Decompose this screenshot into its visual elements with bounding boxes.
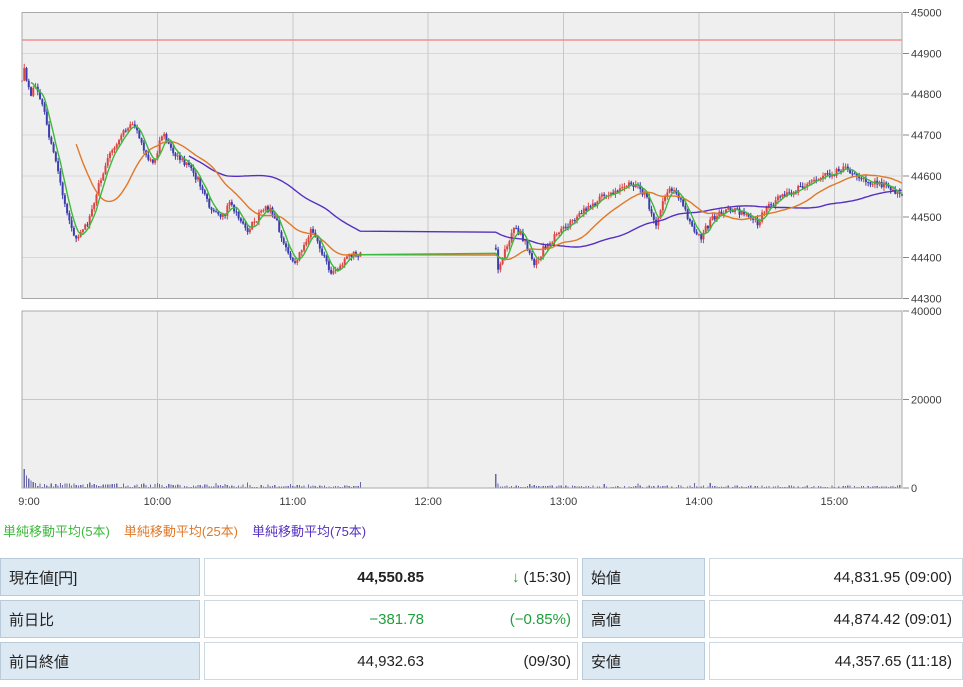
high-label: 高値 xyxy=(582,600,705,638)
quote-summary-tables: 現在値[円] 44,550.85 ↓ (15:30) 前日比 −381.78 (−… xyxy=(0,558,963,684)
table-row-low: 安値 44,357.65 (11:18) xyxy=(582,642,963,680)
high-value: 44,874.42 (09:01) xyxy=(833,610,952,628)
table-row-open: 始値 44,831.95 (09:00) xyxy=(582,558,963,596)
svg-text:11:00: 11:00 xyxy=(279,496,306,508)
low-value-cell: 44,357.65 (11:18) xyxy=(709,642,963,680)
change-percent: (−0.85%) xyxy=(509,610,571,628)
legend-ma75: 単純移動平均(75本) xyxy=(252,524,367,539)
change-value: −381.78 xyxy=(369,610,424,628)
table-row-change: 前日比 −381.78 (−0.85%) xyxy=(0,600,578,638)
svg-text:14:00: 14:00 xyxy=(685,496,713,508)
previous-close-value-cell: 44,932.63 (09/30) xyxy=(204,642,578,680)
moving-average-legend: 単純移動平均(5本) 単純移動平均(25本) 単純移動平均(75本) xyxy=(3,521,380,540)
svg-text:13:00: 13:00 xyxy=(550,496,578,508)
svg-text:44900: 44900 xyxy=(911,48,942,60)
svg-text:44600: 44600 xyxy=(911,171,942,183)
low-label: 安値 xyxy=(582,642,705,680)
current-price-value: 44,550.85 xyxy=(357,568,424,586)
svg-text:9:00: 9:00 xyxy=(18,496,39,508)
previous-close-date: (09/30) xyxy=(523,652,571,670)
svg-text:45000: 45000 xyxy=(911,8,942,20)
svg-text:15:00: 15:00 xyxy=(821,496,849,508)
candlestick-volume-svg: 45000 44900 44800 44700 44600 44500 44400 44300… xyxy=(18,8,942,509)
open-label: 始値 xyxy=(582,558,705,596)
svg-text:0: 0 xyxy=(911,483,917,495)
open-value: 44,831.95 (09:00) xyxy=(833,568,952,586)
current-price-label: 現在値[円] xyxy=(0,558,200,596)
open-value-cell: 44,831.95 (09:00) xyxy=(709,558,963,596)
change-label: 前日比 xyxy=(0,600,200,638)
svg-text:40000: 40000 xyxy=(911,306,942,318)
high-value-cell: 44,874.42 (09:01) xyxy=(709,600,963,638)
legend-ma5: 単純移動平均(5本) xyxy=(3,524,110,539)
table-row-high: 高値 44,874.42 (09:01) xyxy=(582,600,963,638)
current-price-time-text: (15:30) xyxy=(523,568,571,586)
quote-table-left: 現在値[円] 44,550.85 ↓ (15:30) 前日比 −381.78 (−… xyxy=(0,558,578,684)
previous-close-label: 前日終値 xyxy=(0,642,200,680)
low-value: 44,357.65 (11:18) xyxy=(834,652,952,670)
previous-close-value: 44,932.63 xyxy=(357,652,424,670)
svg-text:12:00: 12:00 xyxy=(414,496,442,508)
down-arrow-icon: ↓ xyxy=(511,568,520,586)
svg-text:44800: 44800 xyxy=(911,89,942,101)
legend-ma25: 単純移動平均(25本) xyxy=(123,524,239,539)
table-row-current-price: 現在値[円] 44,550.85 ↓ (15:30) xyxy=(0,558,578,596)
current-price-time: ↓ (15:30) xyxy=(424,569,577,586)
svg-text:44500: 44500 xyxy=(911,212,942,224)
svg-text:44400: 44400 xyxy=(911,253,942,265)
table-row-previous-close: 前日終値 44,932.63 (09/30) xyxy=(0,642,578,680)
change-value-cell: −381.78 (−0.85%) xyxy=(204,600,578,638)
price-volume-chart: 45000 44900 44800 44700 44600 44500 44400 44300… xyxy=(18,8,942,509)
svg-text:44300: 44300 xyxy=(911,294,942,306)
svg-text:44700: 44700 xyxy=(911,130,942,142)
quote-table-right: 始値 44,831.95 (09:00) 高値 44,874.42 (09:01… xyxy=(582,558,963,684)
svg-text:20000: 20000 xyxy=(911,395,942,407)
svg-text:10:00: 10:00 xyxy=(144,496,172,508)
current-price-value-cell: 44,550.85 ↓ (15:30) xyxy=(204,558,578,596)
